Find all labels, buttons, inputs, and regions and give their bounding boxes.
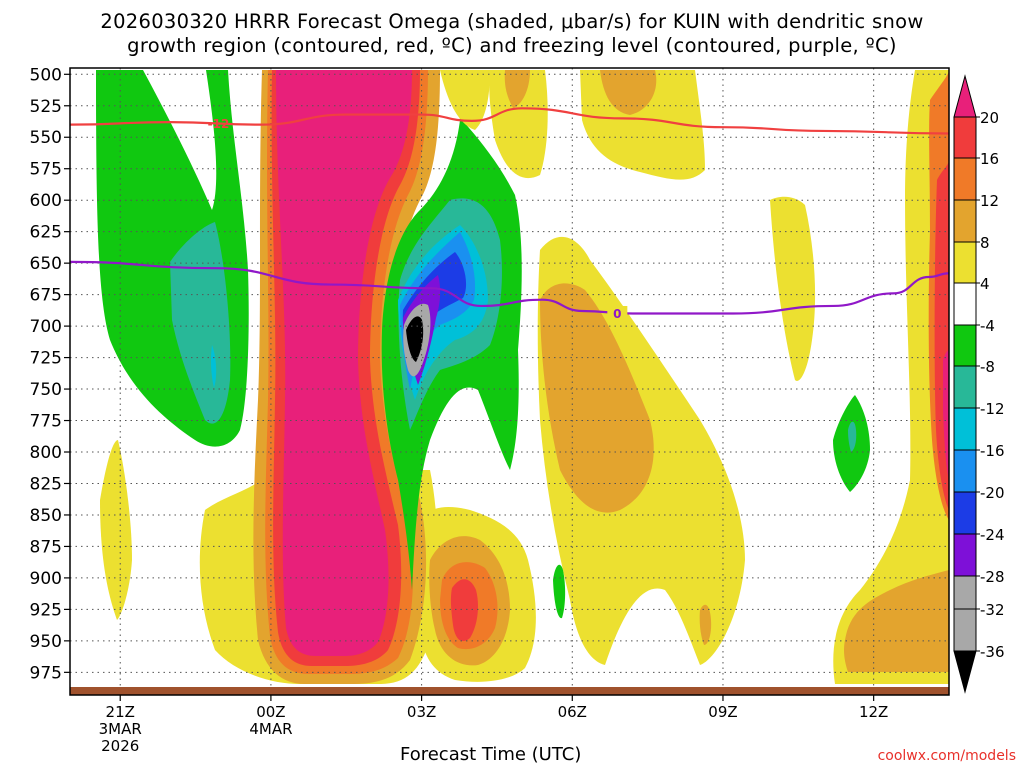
colorbar-segment-1: [953, 116, 977, 159]
omega-region-yellow-far-right: [833, 70, 949, 684]
x-tick-label-09Z: 09Z: [708, 703, 737, 721]
colorbar-segment-4: [953, 241, 977, 284]
freezing-level-label: 0: [613, 307, 621, 321]
omega-region-orange-small: [699, 604, 712, 645]
colorbar-top-arrow: [953, 74, 977, 118]
y-tick-label-875: 875: [30, 537, 62, 557]
colorbar-label-4: 4: [980, 275, 990, 293]
y-tick-label-750: 750: [30, 380, 62, 400]
omega-region-magenta-far-right: [943, 350, 949, 480]
y-tick-label-500: 500: [30, 65, 62, 85]
isotherm-minus12-line: [70, 107, 949, 135]
ground-surface-bar: [70, 687, 949, 695]
colorbar: 20 16 12 8 4 -4 -8 -12 -16 -20 -24 -28 -32 -36: [953, 74, 1005, 694]
x-tick-year-21Z: 2026: [101, 737, 139, 755]
omega-region-black-center: [406, 316, 424, 362]
colorbar-label-12: 12: [980, 192, 999, 210]
x-tick-label-21Z: 21Z: [106, 703, 135, 721]
omega-region-red-blob: [450, 579, 478, 642]
y-tick-label-950: 950: [30, 632, 62, 652]
colorbar-label-20: 20: [980, 109, 999, 127]
colorbar-segment-8: [953, 407, 977, 451]
colorbar-label--32: -32: [980, 601, 1005, 619]
x-tick-label-12Z: 12Z: [859, 703, 888, 721]
omega-region-orange-top: [600, 70, 657, 115]
colorbar-segment-7: [953, 365, 977, 409]
omega-region-orange-right-bottom: [844, 570, 949, 672]
x-axis-title: Forecast Time (UTC): [400, 744, 582, 765]
y-tick-label-800: 800: [30, 443, 62, 463]
omega-shading: [96, 70, 949, 684]
x-tick-sublabel-21Z: 3MAR: [99, 720, 142, 738]
freezing-level-line: [70, 260, 949, 315]
y-tick-label-650: 650: [30, 254, 62, 274]
gridlines: [70, 68, 949, 695]
y-tick-label-925: 925: [30, 600, 62, 620]
colorbar-label--12: -12: [980, 400, 1005, 418]
colorbar-segment-11: [953, 533, 977, 577]
y-tick-label-825: 825: [30, 474, 62, 494]
y-tick-label-550: 550: [30, 128, 62, 148]
colorbar-label--24: -24: [980, 526, 1005, 544]
colorbar-segment-10: [953, 491, 977, 535]
contour-lines: -12 0: [70, 107, 949, 321]
y-tick-label-600: 600: [30, 191, 62, 211]
x-tick-label-06Z: 06Z: [558, 703, 587, 721]
colorbar-segment-6: [953, 324, 977, 367]
colorbar-segment-9: [953, 449, 977, 493]
contour-label-bg-1: [607, 305, 628, 320]
omega-region-yellow-right-column: [770, 196, 816, 381]
plot-frame: [69, 67, 950, 696]
omega-region-green-small-1: [553, 564, 566, 619]
chart-title-line2: growth region (contoured, red, ºC) and f…: [127, 34, 897, 57]
omega-region-teal-small-2: [848, 421, 857, 452]
omega-region-yellow-small-left: [100, 440, 132, 620]
colorbar-label--4: -4: [980, 317, 995, 335]
colorbar-segment-gray: [953, 608, 977, 652]
omega-region-yellow-top-center: [489, 70, 548, 179]
x-tick-label-03Z: 03Z: [407, 703, 436, 721]
credit-link[interactable]: coolwx.com/models: [877, 748, 1016, 764]
omega-region-magenta-column: [276, 70, 412, 656]
y-tick-label-700: 700: [30, 317, 62, 337]
colorbar-segment-2: [953, 157, 977, 201]
y-tick-label-725: 725: [30, 349, 62, 369]
y-tick-label-575: 575: [30, 160, 62, 180]
colorbar-segment-5: [953, 282, 977, 326]
x-tick-sublabel-00Z: 4MAR: [249, 720, 292, 738]
colorbar-label--8: -8: [980, 358, 995, 376]
colorbar-segment-3: [953, 199, 977, 243]
colorbar-label-16: 16: [980, 150, 999, 168]
omega-region-yellow-top-center2: [440, 70, 490, 130]
y-tick-label-625: 625: [30, 223, 62, 243]
y-tick-label-675: 675: [30, 286, 62, 306]
colorbar-label--20: -20: [980, 484, 1005, 502]
y-tick-label-900: 900: [30, 569, 62, 589]
colorbar-label-8: 8: [980, 234, 990, 252]
x-tick-label-00Z: 00Z: [256, 703, 285, 721]
omega-region-cyan-left: [210, 345, 217, 388]
colorbar-label--16: -16: [980, 442, 1005, 460]
y-tick-label-850: 850: [30, 506, 62, 526]
colorbar-segment-12: [953, 575, 977, 610]
colorbar-bottom-arrow: [953, 650, 977, 694]
colorbar-label--28: -28: [980, 568, 1005, 586]
omega-region-orange-right-mid: [540, 283, 654, 513]
y-axis: 500 525 550 575 600 625 650 675 700 725 750 775 800 8…: [30, 65, 70, 683]
isotherm-label: -12: [208, 117, 230, 131]
y-tick-label-775: 775: [30, 412, 62, 432]
y-tick-label-975: 975: [30, 663, 62, 683]
chart-title-line1: 2026030320 HRRR Forecast Omega (shaded, …: [100, 10, 924, 33]
colorbar-label--36: -36: [980, 643, 1005, 661]
y-tick-label-525: 525: [30, 97, 62, 117]
omega-region-orange-top-small: [504, 70, 530, 108]
